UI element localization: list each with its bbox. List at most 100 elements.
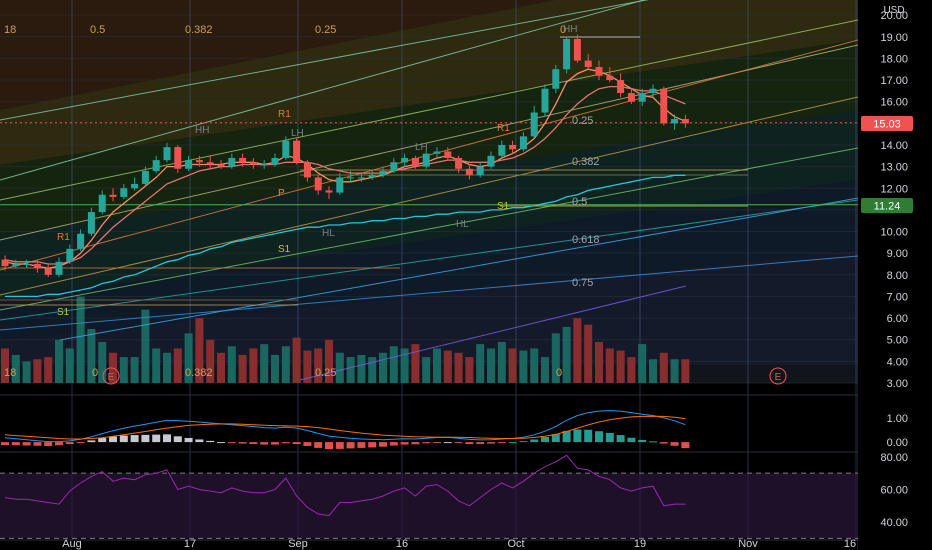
pivot-label: P bbox=[278, 188, 285, 199]
last-price-value: 15.03 bbox=[873, 119, 901, 131]
rsi-tick-label: 40.00 bbox=[880, 517, 908, 529]
candle-body bbox=[195, 160, 203, 163]
candle-body bbox=[530, 112, 538, 137]
volume-bar bbox=[400, 348, 409, 383]
reference-price-value: 11.24 bbox=[874, 201, 901, 213]
volume-bars bbox=[1, 296, 690, 383]
fib-level-label: 0.25 bbox=[315, 24, 336, 36]
candle-body bbox=[606, 75, 614, 81]
candle-body bbox=[98, 194, 106, 213]
price-pane-background bbox=[0, 0, 858, 383]
macd-histogram-bar bbox=[605, 432, 614, 443]
macd-histogram-bar bbox=[649, 441, 657, 443]
candle-body bbox=[336, 177, 344, 193]
candle-body bbox=[390, 162, 398, 171]
macd-histogram-bar bbox=[76, 442, 85, 444]
macd-histogram-bar bbox=[638, 439, 647, 443]
moving-average-lines bbox=[4, 68, 686, 298]
candle-body bbox=[509, 144, 517, 150]
volume-bar bbox=[217, 352, 225, 383]
macd-histogram-bar bbox=[411, 442, 420, 445]
candle-body bbox=[671, 119, 679, 124]
macd-histogram-bar bbox=[616, 435, 625, 443]
macd-histogram-bar bbox=[573, 429, 582, 443]
candle-body bbox=[465, 168, 473, 176]
volume-bar bbox=[681, 359, 690, 383]
macd-histogram-bar bbox=[335, 442, 344, 449]
fan-band-upper bbox=[0, 0, 858, 110]
candle-body bbox=[44, 268, 52, 275]
macd-histogram-bar bbox=[595, 431, 603, 443]
fib-level-label: 0 bbox=[556, 367, 562, 379]
volume-bar bbox=[573, 318, 582, 383]
candle-body bbox=[617, 80, 625, 94]
price-tick-label: 3.00 bbox=[887, 378, 908, 390]
macd-histogram-bar bbox=[130, 435, 139, 443]
price-tick-label: 9.00 bbox=[887, 248, 908, 260]
macd-histogram-bar bbox=[152, 434, 161, 443]
fan-level-label: 0.75 bbox=[572, 277, 593, 289]
macd-histogram-bar bbox=[530, 439, 539, 443]
volume-bar bbox=[433, 348, 441, 383]
candle-body bbox=[584, 60, 592, 68]
macd-histogram-bar bbox=[422, 442, 431, 444]
candle-body bbox=[681, 119, 689, 124]
macd-histogram-bar bbox=[65, 442, 74, 445]
macd-histogram-bar bbox=[314, 442, 323, 448]
trend-and-fan-lines bbox=[0, 0, 858, 381]
volume-bar bbox=[314, 348, 323, 383]
fan-level-label: 0.618 bbox=[572, 234, 600, 246]
volume-bar bbox=[389, 346, 398, 383]
candle-body bbox=[444, 151, 452, 158]
macd-histogram-bar bbox=[141, 434, 150, 443]
volume-bar bbox=[98, 341, 107, 383]
volume-bar bbox=[33, 359, 42, 383]
volume-bar bbox=[130, 357, 139, 383]
candle-body bbox=[519, 136, 527, 150]
macd-histogram-bar bbox=[249, 442, 258, 445]
candle-body bbox=[401, 157, 409, 163]
volume-bar bbox=[65, 348, 74, 383]
candle-body bbox=[541, 88, 549, 113]
fan-level-label: 0.5 bbox=[572, 196, 587, 208]
candle-body bbox=[23, 263, 31, 265]
volume-bar bbox=[206, 339, 215, 383]
time-tick-label: 17 bbox=[184, 538, 196, 550]
macd-histogram-bar bbox=[109, 436, 117, 443]
candle-body bbox=[422, 153, 430, 167]
macd-histogram-bar bbox=[681, 442, 690, 449]
macd-histogram-bar bbox=[44, 442, 53, 446]
macd-histogram-bar bbox=[33, 442, 42, 446]
candle-body bbox=[1, 259, 9, 267]
price-axis: 3.00 4.00 5.00 6.00 7.00 8.00 9.00 10.00 12.00 13… bbox=[880, 10, 908, 529]
earnings-event-label: E bbox=[775, 372, 782, 383]
volume-bar bbox=[152, 348, 161, 383]
volume-bar bbox=[497, 341, 506, 383]
macd-tick-label: 0.00 bbox=[887, 437, 908, 449]
macd-histogram-bar bbox=[379, 442, 387, 447]
volume-bar bbox=[638, 344, 647, 383]
volume-bar bbox=[379, 352, 387, 383]
macd-histogram-bar bbox=[551, 434, 560, 443]
volume-bar bbox=[422, 357, 431, 383]
swing-label: HL bbox=[322, 228, 335, 239]
volume-bar bbox=[271, 354, 279, 383]
time-tick-label: 16 bbox=[844, 538, 856, 550]
volume-bar bbox=[541, 357, 549, 383]
swing-label: LH bbox=[415, 142, 428, 153]
fan-line bbox=[0, 44, 858, 241]
macd-line bbox=[4, 410, 686, 443]
candle-body bbox=[185, 160, 193, 169]
price-tick-label: 8.00 bbox=[887, 270, 908, 282]
earnings-event-label: E bbox=[108, 372, 115, 383]
time-tick-label: Sep bbox=[288, 538, 308, 550]
candle-body bbox=[476, 166, 484, 176]
candle-body bbox=[249, 162, 257, 165]
volume-bar bbox=[238, 354, 247, 383]
candle-body bbox=[347, 177, 355, 179]
candle-body bbox=[206, 162, 214, 165]
macd-histogram-bar bbox=[389, 442, 398, 446]
macd-histogram-bar bbox=[292, 442, 301, 445]
volume-bar bbox=[519, 350, 528, 383]
